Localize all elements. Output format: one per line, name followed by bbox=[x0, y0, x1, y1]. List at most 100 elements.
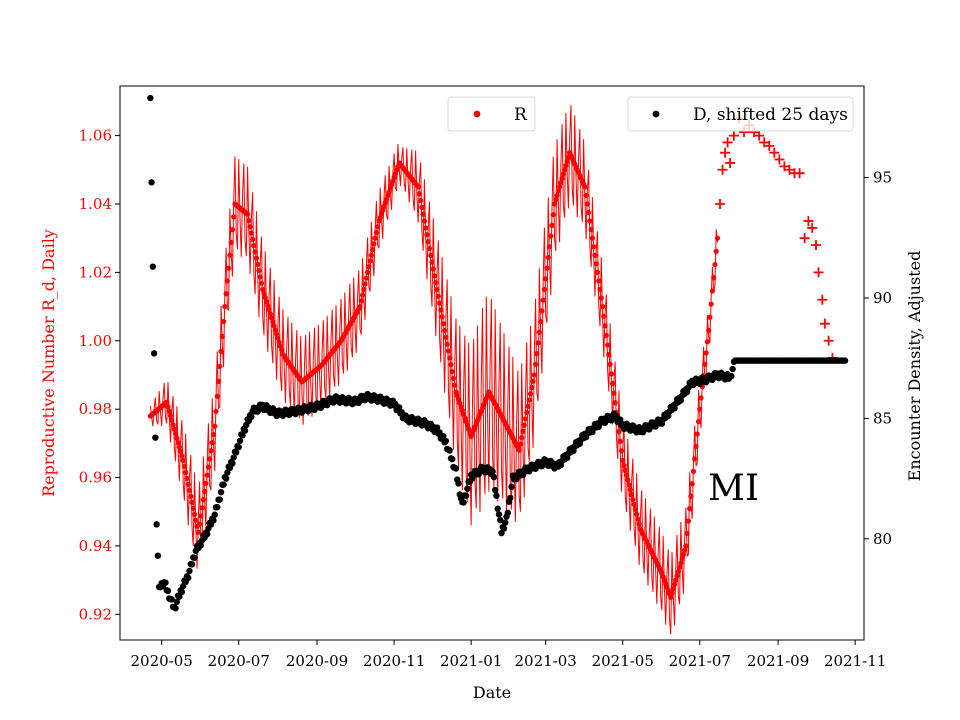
r-point bbox=[587, 218, 593, 224]
r-point bbox=[435, 293, 441, 299]
r-point bbox=[703, 350, 709, 356]
r-point bbox=[246, 217, 252, 224]
legend-r-marker bbox=[473, 110, 481, 118]
d-point bbox=[239, 432, 246, 439]
d-point bbox=[230, 454, 237, 461]
r-projected-point bbox=[754, 130, 765, 141]
r-point bbox=[436, 300, 443, 306]
legend-d-frame bbox=[627, 96, 854, 132]
d-point bbox=[149, 263, 157, 270]
r-point bbox=[621, 462, 627, 468]
r-point bbox=[678, 560, 684, 566]
r-point bbox=[704, 339, 710, 345]
r-point bbox=[697, 406, 703, 412]
legend-r-label: R bbox=[514, 105, 528, 125]
r-point bbox=[599, 303, 606, 310]
d-point bbox=[222, 475, 230, 482]
r-point bbox=[442, 327, 448, 334]
d-point bbox=[464, 485, 471, 492]
d-point bbox=[248, 413, 255, 421]
d-point bbox=[152, 434, 159, 441]
r-projected-point bbox=[803, 216, 814, 227]
r-point bbox=[684, 530, 690, 537]
r-point bbox=[625, 477, 631, 483]
r-point bbox=[519, 435, 525, 441]
r-point bbox=[546, 244, 553, 250]
d-point bbox=[508, 483, 515, 491]
r-point bbox=[193, 517, 199, 523]
r-point bbox=[189, 499, 195, 505]
r-point bbox=[603, 332, 609, 339]
r-point bbox=[630, 496, 636, 503]
r-point bbox=[618, 448, 625, 454]
r-point bbox=[452, 382, 458, 388]
r-point bbox=[635, 516, 641, 522]
x-tick-label: 2020-11 bbox=[363, 652, 425, 670]
legend-r-frame bbox=[447, 96, 536, 132]
d-point bbox=[188, 561, 196, 568]
r-point bbox=[591, 244, 597, 250]
r-point bbox=[203, 480, 209, 486]
y-right-axis-label: Encounter Density, Adjusted bbox=[905, 251, 924, 482]
r-point bbox=[550, 212, 556, 218]
r-projected-point bbox=[715, 198, 725, 209]
r-point bbox=[433, 280, 439, 286]
r-point bbox=[227, 252, 233, 258]
r-point bbox=[172, 431, 179, 437]
r-point bbox=[516, 447, 522, 453]
r-point bbox=[251, 242, 257, 249]
r-point bbox=[631, 501, 637, 508]
d-point bbox=[235, 443, 242, 451]
r-point bbox=[166, 408, 172, 414]
d-point bbox=[210, 517, 217, 524]
r-point bbox=[698, 395, 704, 401]
r-point bbox=[373, 229, 380, 236]
r-point bbox=[215, 378, 222, 384]
x-axis: 2020-05 2020-07 2020-09 2020-11 2021-01 2021-… bbox=[131, 640, 886, 670]
r-point bbox=[448, 362, 454, 368]
r-projected-point bbox=[769, 147, 780, 158]
r-projected-point bbox=[811, 240, 821, 251]
r-point bbox=[695, 419, 702, 425]
d-series bbox=[147, 94, 849, 612]
r-point bbox=[447, 355, 453, 361]
d-point bbox=[176, 593, 183, 600]
d-point bbox=[449, 455, 456, 463]
r-point bbox=[252, 249, 258, 255]
r-point bbox=[176, 444, 182, 450]
r-point bbox=[556, 184, 563, 190]
r-point bbox=[670, 586, 676, 592]
r-point bbox=[439, 314, 445, 320]
r-point bbox=[361, 286, 367, 293]
r-point bbox=[191, 511, 198, 517]
r-projected-point bbox=[759, 137, 770, 148]
r-point bbox=[594, 269, 601, 275]
r-point bbox=[184, 475, 190, 482]
r-point bbox=[363, 275, 369, 281]
r-point bbox=[538, 318, 544, 325]
r-point bbox=[682, 547, 688, 553]
d-point bbox=[178, 588, 186, 596]
d-point bbox=[442, 437, 450, 445]
r-point bbox=[610, 380, 616, 387]
r-point bbox=[584, 201, 590, 207]
r-point bbox=[674, 573, 680, 579]
x-tick-label: 2020-05 bbox=[131, 652, 193, 670]
r-point bbox=[183, 469, 189, 476]
r-point bbox=[181, 463, 188, 470]
r-point bbox=[692, 456, 698, 462]
r-point bbox=[712, 261, 718, 268]
x-tick-label: 2021-11 bbox=[824, 652, 886, 670]
r-point bbox=[608, 371, 614, 377]
r-point bbox=[256, 268, 262, 274]
d-point bbox=[433, 424, 441, 431]
r-point bbox=[551, 201, 558, 207]
r-point bbox=[612, 400, 618, 406]
d-point bbox=[216, 496, 223, 503]
y-left-axis: 0.92 0.94 0.96 0.98 1.00 1.02 1.04 1.06 bbox=[79, 127, 120, 623]
r-point bbox=[415, 184, 421, 190]
r-point bbox=[418, 197, 424, 204]
r-point bbox=[694, 431, 700, 437]
r-point bbox=[195, 529, 201, 535]
r-point bbox=[553, 197, 559, 203]
